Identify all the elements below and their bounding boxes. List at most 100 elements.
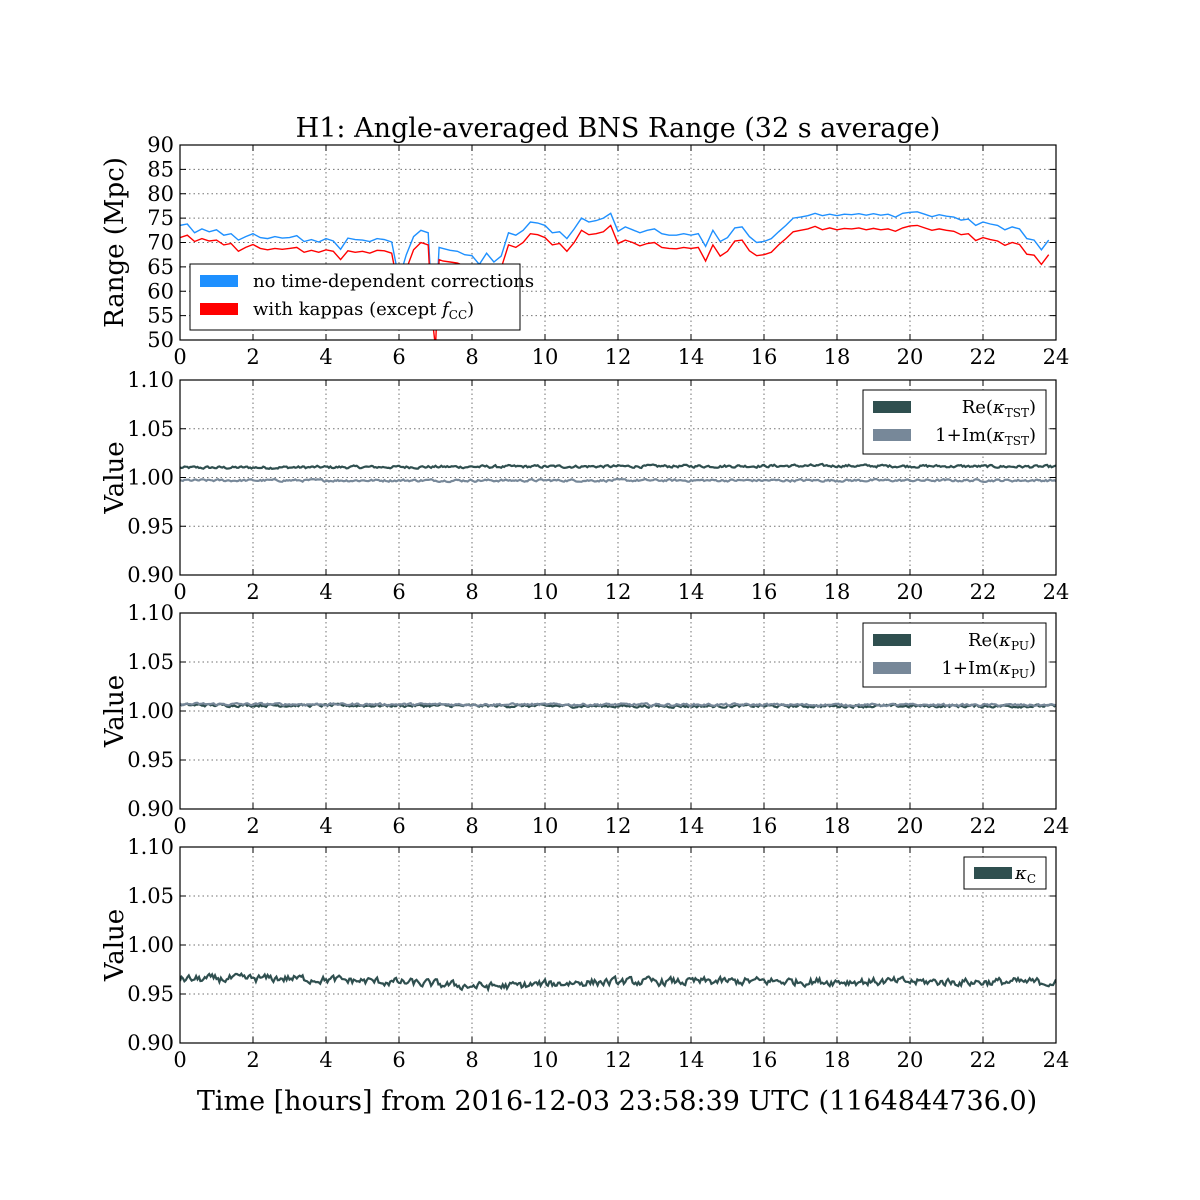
y-tick-label: 1.00 <box>127 933 174 957</box>
x-tick-label: 8 <box>465 1048 478 1072</box>
x-tick-label: 14 <box>678 580 705 604</box>
x-tick-label: 14 <box>678 1048 705 1072</box>
x-tick-label: 18 <box>824 580 851 604</box>
x-tick-label: 24 <box>1043 580 1070 604</box>
y-tick-label: 1.10 <box>127 835 174 859</box>
y-tick-label: 1.00 <box>127 466 174 490</box>
y-tick-label: 60 <box>147 279 174 303</box>
x-tick-label: 0 <box>173 345 186 369</box>
x-tick-label: 24 <box>1043 814 1070 838</box>
x-tick-label: 6 <box>392 814 405 838</box>
y-tick-label: 80 <box>147 182 174 206</box>
legend: Re(κPU​) 1+Im(κPU​) <box>862 622 1047 688</box>
chart-panel-4: 0 2 4 6 8 10 12 14 16 18 20 22 240.900.951.001.051.1… <box>100 835 1069 1072</box>
plot-frame <box>179 144 1057 341</box>
series-line <box>180 971 1056 993</box>
legend: κC​ <box>963 856 1047 890</box>
legend-label: with kappas (except fCC​) <box>253 299 474 322</box>
legend-label: 1+Im(κPU​) <box>941 658 1036 681</box>
legend-label: 1+Im(κTST​) <box>935 425 1036 448</box>
x-axis-label: Time [hours] from 2016-12-03 23:58:39 UT… <box>197 1086 1037 1117</box>
y-tick-label: 1.05 <box>127 417 174 441</box>
x-tick-label: 8 <box>465 814 478 838</box>
x-tick-label: 16 <box>751 580 778 604</box>
legend-label: Re(κTST​) <box>962 397 1036 420</box>
y-tick-label: 1.05 <box>127 884 174 908</box>
y-tick-label: 0.95 <box>127 748 174 772</box>
chart-panel-2: 0 2 4 6 8 10 12 14 16 18 20 22 240.900.951.001.051.1… <box>100 368 1069 604</box>
x-tick-label: 8 <box>465 345 478 369</box>
x-tick-label: 4 <box>319 345 332 369</box>
x-tick-label: 16 <box>751 1048 778 1072</box>
y-tick-label: 0.90 <box>127 797 174 821</box>
x-tick-label: 2 <box>246 1048 259 1072</box>
x-tick-label: 8 <box>465 580 478 604</box>
chart-panel-1: 0 2 4 6 8 10 12 14 16 18 20 22 24505560657075808590H… <box>100 113 1069 369</box>
chart-title: H1: Angle-averaged BNS Range (32 s avera… <box>296 113 941 144</box>
x-tick-label: 6 <box>392 1048 405 1072</box>
x-tick-label: 22 <box>970 580 997 604</box>
x-tick-label: 18 <box>824 814 851 838</box>
series-line <box>180 462 1056 470</box>
y-axis-label: Range (Mpc) <box>100 157 130 328</box>
x-tick-label: 14 <box>678 814 705 838</box>
x-tick-label: 22 <box>970 1048 997 1072</box>
x-tick-label: 6 <box>392 580 405 604</box>
x-tick-label: 12 <box>605 814 632 838</box>
y-tick-label: 1.10 <box>127 368 174 392</box>
legend-swatch <box>873 401 911 413</box>
x-tick-label: 0 <box>173 1048 186 1072</box>
legend-swatch <box>873 429 911 441</box>
chart-panel-3: 0 2 4 6 8 10 12 14 16 18 20 22 240.900.951.001.051.1… <box>100 601 1069 838</box>
x-tick-label: 16 <box>751 814 778 838</box>
x-tick-label: 10 <box>532 814 559 838</box>
legend-label: κC​ <box>1014 863 1036 886</box>
series-line <box>180 477 1056 484</box>
x-tick-label: 24 <box>1043 1048 1070 1072</box>
x-tick-label: 6 <box>392 345 405 369</box>
x-tick-label: 20 <box>897 345 924 369</box>
x-tick-label: 10 <box>532 1048 559 1072</box>
x-tick-label: 4 <box>319 814 332 838</box>
y-tick-label: 0.90 <box>127 563 174 587</box>
legend-label: Re(κPU​) <box>968 630 1036 653</box>
x-tick-label: 12 <box>605 345 632 369</box>
legend-swatch <box>873 662 911 674</box>
y-tick-label: 0.90 <box>127 1031 174 1055</box>
legend-swatch <box>974 867 1012 879</box>
series-line <box>180 211 1050 316</box>
y-tick-label: 55 <box>147 304 174 328</box>
y-tick-label: 0.95 <box>127 514 174 538</box>
y-tick-label: 0.95 <box>127 982 174 1006</box>
series-line <box>180 224 1050 340</box>
x-tick-label: 16 <box>751 345 778 369</box>
y-axis-label: Value <box>100 441 130 514</box>
x-tick-label: 2 <box>246 345 259 369</box>
y-tick-label: 90 <box>147 133 174 157</box>
x-tick-label: 20 <box>897 580 924 604</box>
x-tick-label: 14 <box>678 345 705 369</box>
x-tick-label: 4 <box>319 580 332 604</box>
legend-swatch <box>873 634 911 646</box>
y-tick-label: 65 <box>147 255 174 279</box>
x-tick-label: 22 <box>970 814 997 838</box>
x-tick-label: 12 <box>605 580 632 604</box>
plot-frame <box>179 846 1057 1044</box>
y-tick-label: 1.05 <box>127 650 174 674</box>
x-tick-label: 10 <box>532 345 559 369</box>
y-tick-label: 50 <box>147 328 174 352</box>
x-tick-label: 24 <box>1043 345 1070 369</box>
x-tick-label: 4 <box>319 1048 332 1072</box>
x-tick-label: 0 <box>173 814 186 838</box>
y-axis-label: Value <box>100 909 130 982</box>
x-tick-label: 0 <box>173 580 186 604</box>
y-tick-label: 85 <box>147 157 174 181</box>
series-line <box>180 701 1056 708</box>
legend-swatch <box>200 303 238 315</box>
x-tick-label: 18 <box>824 1048 851 1072</box>
x-tick-label: 2 <box>246 814 259 838</box>
legend: no time-dependent corrections with kappas… <box>189 263 534 331</box>
x-tick-label: 2 <box>246 580 259 604</box>
x-tick-label: 18 <box>824 345 851 369</box>
